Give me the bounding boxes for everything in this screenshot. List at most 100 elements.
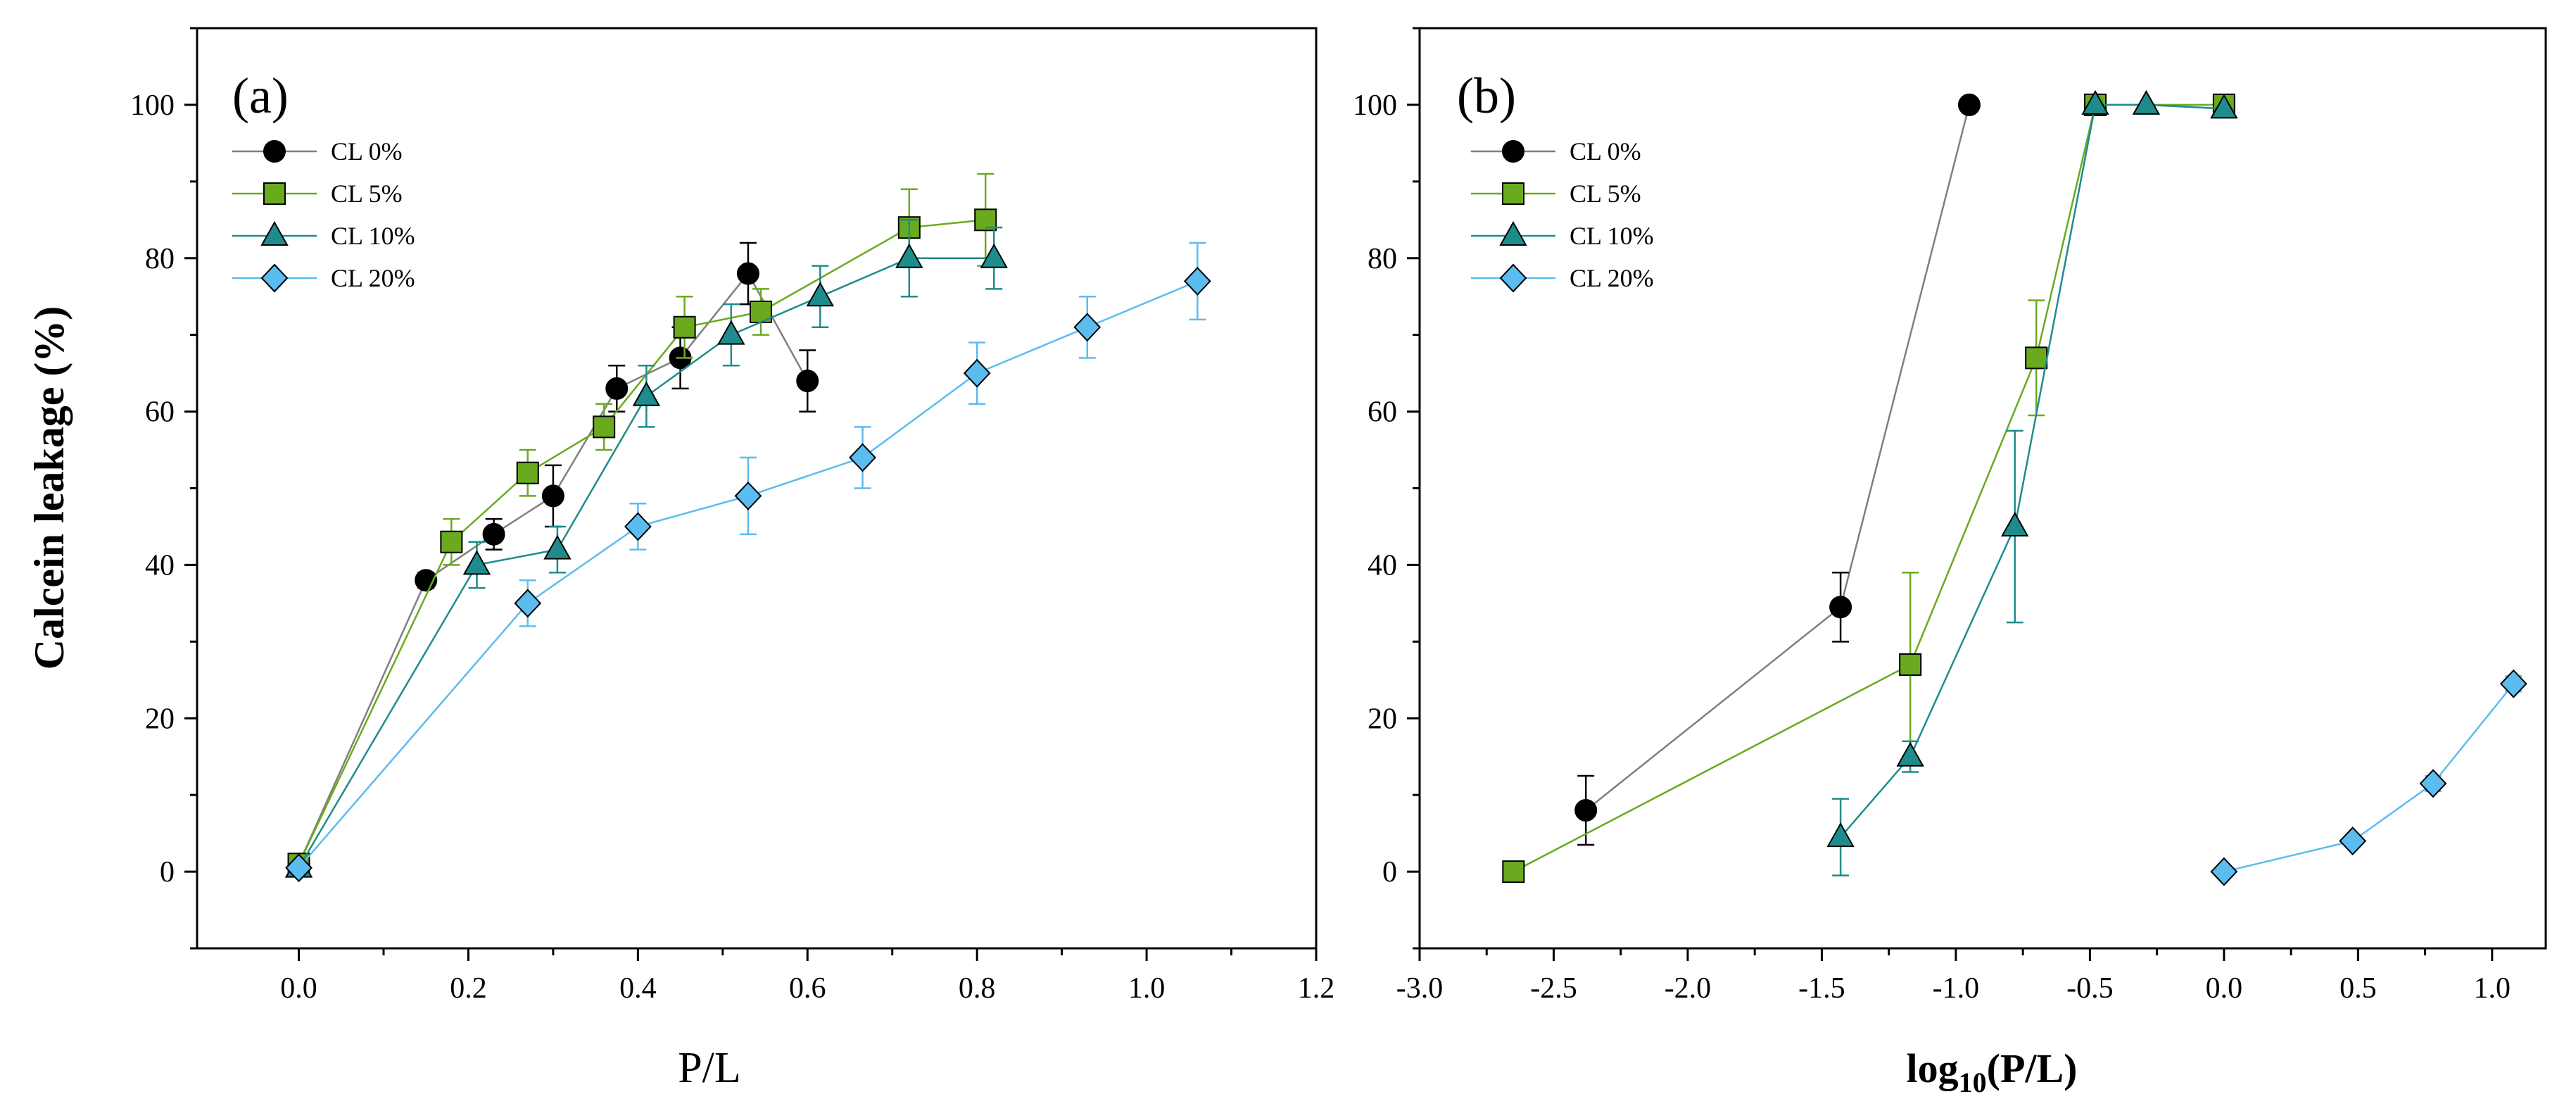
panel-a-ticks: 0.0 0.2 0.4 0.6 0.8 1.0 1.2 0 20 40 60 80 100 [130,27,1335,1005]
x-tick-label: -1.0 [1933,972,1980,1005]
data-point-cl-20 [1073,313,1101,342]
series-line-cl-5 [1513,103,2224,873]
y-tick-label: 60 [1368,396,1397,429]
y-tick-label: 0 [160,856,175,888]
data-point-cl-0 [1829,596,1852,619]
panel-a-label: (a) [232,68,289,124]
x-tick-label: 0.6 [789,972,826,1005]
data-point-cl-5 [673,315,696,339]
data-point-cl-0 [796,370,819,393]
legend-label-cl-20: CL 20% [331,264,415,292]
data-point-cl-20 [2339,827,2367,855]
y-tick-label: 60 [145,396,175,429]
x-tick-label: -1.5 [1798,972,1845,1005]
panel-a: (a) P/L Calcein leakage (%) 0.0 0.2 0.4 0.6… [26,27,1335,1092]
data-point-cl-20 [1183,266,1211,296]
data-point-cl-5 [1502,860,1525,884]
y-tick-label: 100 [130,89,175,122]
data-point-cl-20 [514,589,542,618]
data-point-cl-10 [543,534,572,560]
data-point-cl-20 [624,512,652,541]
data-point-cl-20 [849,443,876,472]
data-point-cl-10 [462,550,491,575]
panel-a-series [284,172,1211,883]
legend-label-cl-20: CL 20% [1570,264,1654,292]
legend-marker-cl-20 [260,263,289,293]
panel-b-series [1502,89,2527,886]
panel-b-legend: CL 0% CL 5% CL 10% CL 20% [1471,137,1654,293]
data-point-cl-5 [974,208,997,232]
y-tick-label: 80 [1368,243,1397,275]
legend-marker-cl-20 [1499,263,1527,293]
legend-label-cl-5: CL 5% [331,180,403,208]
panel-a-x-axis-label: P/L [678,1044,741,1092]
data-point-cl-10 [806,282,835,307]
data-point-cl-5 [1899,653,1922,677]
x-axis-label-rest: (P/L) [1987,1045,2078,1091]
panel-b: (b) log10(P/L) -3.0 -2.5 -2.0 -1.5 -1.0 -0.5 0… [1353,27,2547,1098]
series-line-cl-20 [2223,683,2515,873]
data-point-cl-20 [2210,857,2238,886]
y-tick-label: 20 [1368,703,1397,735]
x-axis-label-subscript: 10 [1959,1067,1987,1098]
x-tick-label: 1.2 [1298,972,1335,1005]
series-line-cl-20 [298,280,1198,869]
x-tick-label: 0.2 [450,972,487,1005]
data-point-cl-10 [2210,94,2238,119]
data-point-cl-10 [717,320,745,345]
panel-a-plot-frame [196,27,1318,950]
data-point-cl-20 [2499,669,2527,698]
y-tick-label: 40 [1368,549,1397,582]
y-tick-label: 100 [1353,89,1397,122]
data-point-cl-10 [980,243,1008,268]
y-tick-label: 80 [145,243,175,275]
data-point-cl-10 [2001,511,2029,536]
y-axis-label: Calcein leakage (%) [26,306,72,670]
series-line-cl-10 [1840,103,2224,838]
x-tick-label: 1.0 [2474,972,2511,1005]
data-point-cl-0 [541,484,564,508]
series-line-cl-10 [298,257,995,869]
data-point-cl-20 [734,481,762,510]
x-tick-label: 0.0 [2206,972,2243,1005]
legend-marker-cl-5 [263,182,286,205]
legend-label-cl-0: CL 0% [1570,137,1641,165]
y-tick-label: 40 [145,549,175,582]
series-line-cl-0 [1585,104,1971,811]
data-point-cl-5 [440,530,463,553]
legend-marker-cl-10 [1499,220,1527,246]
series-line-cl-5 [298,219,986,865]
legend-marker-cl-0 [1502,140,1524,163]
y-tick-label: 20 [145,703,175,735]
data-point-cl-0 [1574,798,1598,822]
x-tick-label: -2.5 [1530,972,1577,1005]
panel-a-legend: CL 0% CL 5% CL 10% CL 20% [232,137,415,293]
legend-label-cl-10: CL 10% [331,222,415,250]
data-point-cl-0 [1957,93,1981,116]
data-point-cl-5 [593,415,616,439]
data-point-cl-0 [482,522,505,546]
x-tick-label: -0.5 [2066,972,2114,1005]
x-tick-label: 0.8 [959,972,996,1005]
x-tick-label: 0.4 [619,972,657,1005]
data-point-cl-5 [516,461,539,484]
data-point-cl-10 [632,381,661,406]
data-point-cl-10 [2132,89,2161,115]
legend-marker-cl-10 [260,220,289,246]
x-axis-label-log: log [1907,1045,1959,1091]
data-point-cl-0 [605,377,629,400]
data-point-cl-10 [1826,822,1855,848]
x-tick-label: -2.0 [1665,972,1712,1005]
data-point-cl-10 [2081,89,2109,115]
y-tick-label: 0 [1382,856,1397,888]
data-point-cl-10 [895,243,923,268]
x-tick-label: 0.5 [2340,972,2377,1005]
data-point-cl-10 [1896,741,1924,767]
x-tick-label: -3.0 [1396,972,1444,1005]
panel-b-x-axis-label: log10(P/L) [1907,1045,2078,1098]
panel-b-ticks: -3.0 -2.5 -2.0 -1.5 -1.0 -0.5 0.0 0.5 1.0 0 20 40 60… [1353,27,2511,1005]
data-point-cl-20 [963,358,991,388]
legend-marker-cl-0 [263,140,286,163]
